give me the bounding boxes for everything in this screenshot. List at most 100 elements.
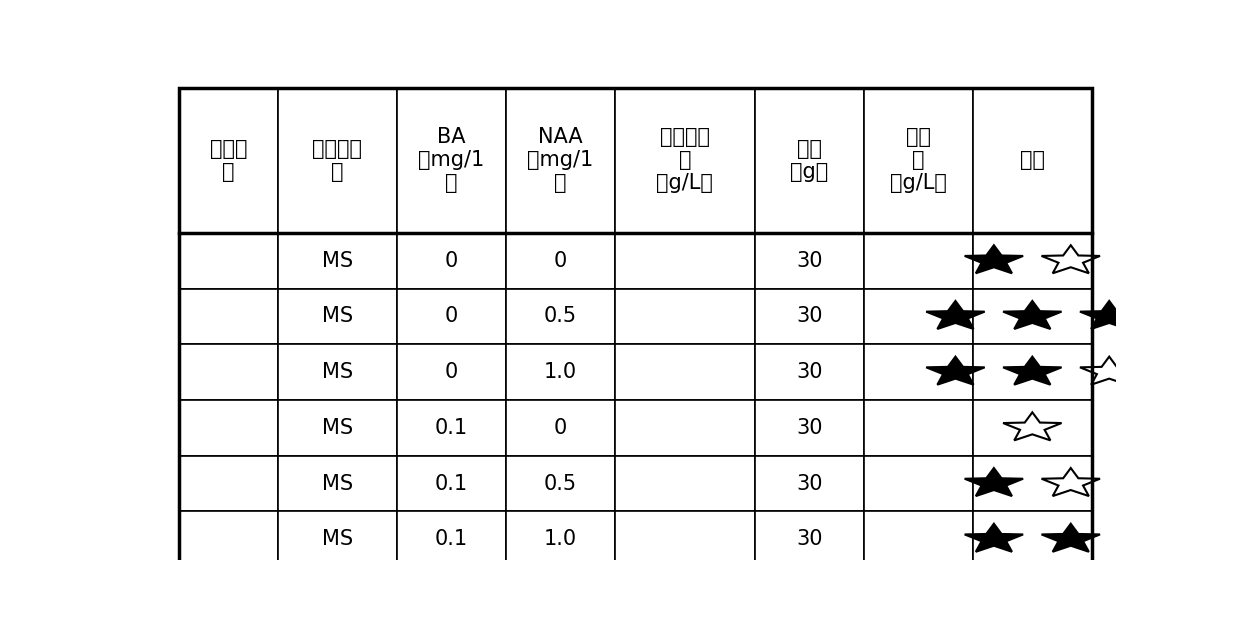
Polygon shape: [1003, 413, 1061, 440]
Bar: [972, 511, 1092, 567]
Bar: [506, 87, 615, 233]
Bar: [179, 87, 278, 233]
Text: 0: 0: [445, 306, 458, 326]
Text: 0.1: 0.1: [435, 418, 467, 438]
Polygon shape: [1003, 357, 1061, 385]
Bar: [615, 455, 755, 511]
Text: 1.0: 1.0: [543, 362, 577, 382]
Bar: [397, 455, 506, 511]
Bar: [972, 344, 1092, 400]
Bar: [397, 87, 506, 233]
Bar: [755, 87, 864, 233]
Text: 0: 0: [445, 362, 458, 382]
Text: MS: MS: [321, 251, 353, 270]
Bar: [506, 455, 615, 511]
Bar: [755, 289, 864, 344]
Bar: [615, 400, 755, 455]
Text: MS: MS: [321, 362, 353, 382]
Bar: [864, 455, 972, 511]
Bar: [278, 455, 397, 511]
Bar: [615, 233, 755, 289]
Text: MS: MS: [321, 306, 353, 326]
Bar: [615, 511, 755, 567]
Bar: [179, 289, 278, 344]
Bar: [179, 511, 278, 567]
Bar: [278, 87, 397, 233]
Polygon shape: [1042, 245, 1100, 273]
Text: 30: 30: [796, 474, 822, 494]
Bar: [506, 344, 615, 400]
Bar: [278, 400, 397, 455]
Bar: [755, 400, 864, 455]
Bar: [278, 511, 397, 567]
Bar: [278, 289, 397, 344]
Polygon shape: [1080, 301, 1138, 329]
Bar: [278, 344, 397, 400]
Text: 培养阶
段: 培养阶 段: [210, 138, 247, 182]
Bar: [755, 344, 864, 400]
Bar: [864, 233, 972, 289]
Text: 0.5: 0.5: [543, 474, 577, 494]
Polygon shape: [965, 524, 1023, 552]
Bar: [972, 455, 1092, 511]
Bar: [755, 233, 864, 289]
Bar: [506, 233, 615, 289]
Polygon shape: [1042, 524, 1100, 552]
Bar: [179, 344, 278, 400]
Text: BA
（mg/1
）: BA （mg/1 ）: [418, 127, 485, 194]
Bar: [397, 233, 506, 289]
Bar: [397, 511, 506, 567]
Bar: [972, 233, 1092, 289]
Text: MS: MS: [321, 418, 353, 438]
Text: 0: 0: [554, 251, 567, 270]
Bar: [864, 400, 972, 455]
Bar: [755, 455, 864, 511]
Text: 天然添加
物
（g/L）: 天然添加 物 （g/L）: [656, 127, 713, 194]
Text: 蔗糖
（g）: 蔗糖 （g）: [790, 138, 828, 182]
Bar: [864, 344, 972, 400]
Bar: [864, 511, 972, 567]
Polygon shape: [965, 468, 1023, 496]
Bar: [506, 511, 615, 567]
Text: 效果: 效果: [1019, 150, 1045, 170]
Text: 0: 0: [554, 418, 567, 438]
Text: 0.1: 0.1: [435, 474, 467, 494]
Text: 1.0: 1.0: [543, 529, 577, 549]
Bar: [506, 400, 615, 455]
Text: 0.5: 0.5: [543, 306, 577, 326]
Bar: [397, 289, 506, 344]
Bar: [864, 289, 972, 344]
Bar: [506, 289, 615, 344]
Text: 30: 30: [796, 306, 822, 326]
Text: 基础培养
基: 基础培养 基: [312, 138, 362, 182]
Text: 活性
炭
（g/L）: 活性 炭 （g/L）: [890, 127, 946, 194]
Bar: [179, 400, 278, 455]
Text: NAA
（mg/1
）: NAA （mg/1 ）: [527, 127, 594, 194]
Bar: [615, 87, 755, 233]
Polygon shape: [926, 301, 985, 329]
Text: 30: 30: [796, 529, 822, 549]
Bar: [179, 233, 278, 289]
Polygon shape: [926, 357, 985, 385]
Bar: [972, 289, 1092, 344]
Bar: [615, 289, 755, 344]
Text: MS: MS: [321, 474, 353, 494]
Polygon shape: [1080, 357, 1138, 385]
Text: MS: MS: [321, 529, 353, 549]
Bar: [397, 344, 506, 400]
Bar: [397, 400, 506, 455]
Bar: [615, 344, 755, 400]
Bar: [864, 87, 972, 233]
Polygon shape: [965, 245, 1023, 273]
Bar: [278, 233, 397, 289]
Text: 0: 0: [445, 251, 458, 270]
Text: 30: 30: [796, 418, 822, 438]
Polygon shape: [1042, 468, 1100, 496]
Bar: [972, 400, 1092, 455]
Bar: [755, 511, 864, 567]
Bar: [972, 87, 1092, 233]
Bar: [179, 455, 278, 511]
Text: 30: 30: [796, 251, 822, 270]
Text: 30: 30: [796, 362, 822, 382]
Polygon shape: [1003, 301, 1061, 329]
